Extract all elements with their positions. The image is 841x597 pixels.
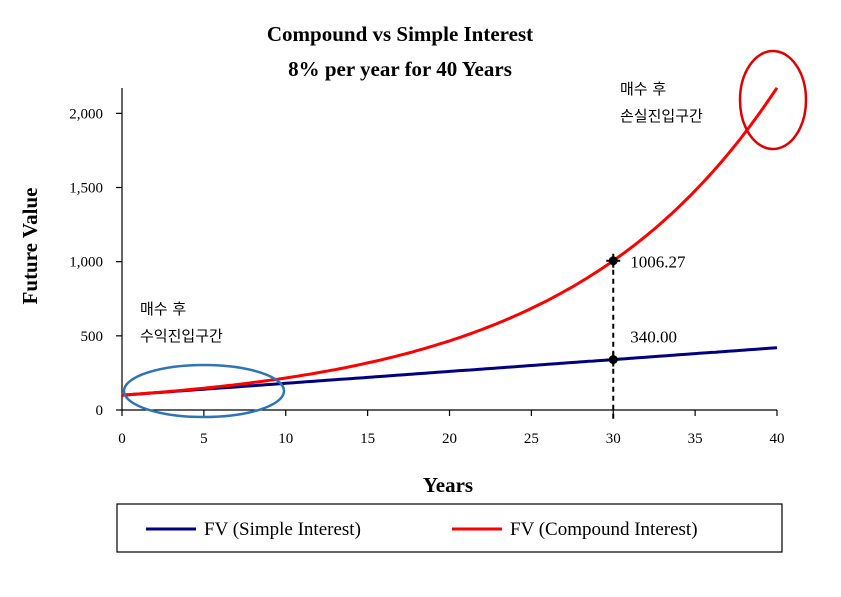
annotation-loss-zone: 매수 후 손실진입구간	[620, 80, 703, 125]
annotation-loss-line-1: 매수 후	[620, 80, 666, 98]
y-tick-label: 0	[96, 403, 104, 419]
chart-title: Compound vs Simple Interest	[267, 22, 533, 46]
x-tick-label: 0	[118, 431, 126, 447]
series-layer	[121, 86, 779, 397]
y-tick-label: 500	[81, 329, 104, 345]
x-tick-label: 35	[688, 431, 703, 447]
data-label: 1006.27	[630, 253, 686, 272]
x-tick-label: 20	[442, 431, 457, 447]
chart-subtitle: 8% per year for 40 Years	[288, 57, 512, 81]
series-line-simple	[121, 346, 778, 397]
loss-zone-circle	[738, 49, 808, 151]
annotation-profit-line-2: 수익진입구간	[140, 327, 223, 345]
x-tick-label: 30	[606, 431, 621, 447]
legend-box	[116, 503, 783, 553]
annotation-loss-line-2: 손실진입구간	[620, 107, 703, 125]
y-axis-title: Future Value	[18, 188, 42, 305]
y-tick-label: 2,000	[69, 106, 103, 122]
legend-label-simple: FV (Simple Interest)	[204, 519, 361, 540]
x-tick-label: 10	[278, 431, 293, 447]
profit-zone-ellipse	[122, 363, 286, 419]
annotation-profit-zone: 매수 후 수익진입구간	[140, 300, 223, 345]
annotation-profit-line-1: 매수 후	[140, 300, 186, 318]
y-tick-label: 1,500	[69, 181, 103, 197]
series-line-compound	[121, 86, 779, 397]
y-tick-label: 1,000	[69, 255, 103, 271]
marker-layer: 1006.27 340.00	[606, 253, 686, 420]
x-tick-label: 40	[770, 431, 785, 447]
x-axis-title: Years	[423, 473, 473, 497]
data-label: 340.00	[630, 328, 677, 347]
legend-label-compound: FV (Compound Interest)	[510, 519, 698, 540]
x-tick-label: 25	[524, 431, 539, 447]
axes: 0 5 10 15 20 25 30 35 40 0 500 1,000 1,500 2,000	[69, 88, 785, 447]
x-tick-label: 5	[200, 431, 208, 447]
x-tick-label: 15	[360, 431, 375, 447]
legend: FV (Simple Interest) FV (Compound Intere…	[116, 503, 783, 553]
